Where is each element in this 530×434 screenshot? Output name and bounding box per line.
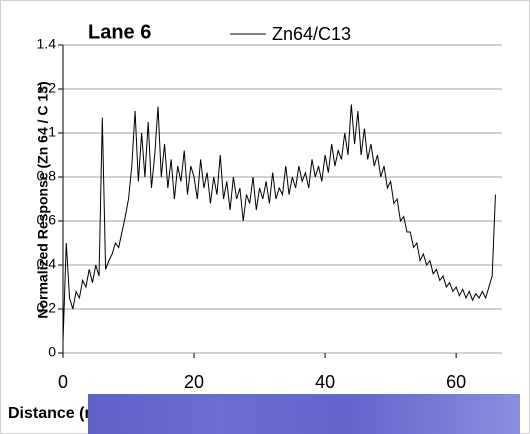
data-line bbox=[62, 104, 496, 343]
y-tick-label: 0.2 bbox=[37, 300, 57, 316]
y-tick-label: 0 bbox=[48, 344, 56, 360]
y-tick-label: 0.4 bbox=[37, 256, 57, 272]
x-tick-label: 20 bbox=[184, 372, 204, 392]
y-tick-label: 1.4 bbox=[37, 36, 57, 52]
legend-label: Zn64/C13 bbox=[272, 24, 351, 44]
y-tick-label: 0.6 bbox=[37, 212, 57, 228]
y-tick-label: 0.8 bbox=[37, 168, 57, 184]
x-tick-label: 0 bbox=[58, 372, 68, 392]
chart-title: Lane 6 bbox=[88, 21, 151, 43]
y-tick-label: 1.2 bbox=[37, 80, 57, 96]
x-tick-label: 60 bbox=[446, 372, 466, 392]
y-axis-label: Normalized Response (Zn 64 / C 13) bbox=[35, 81, 51, 318]
x-tick-label: 40 bbox=[315, 372, 335, 392]
gel-image bbox=[88, 394, 520, 434]
y-tick-label: 1 bbox=[48, 124, 56, 140]
